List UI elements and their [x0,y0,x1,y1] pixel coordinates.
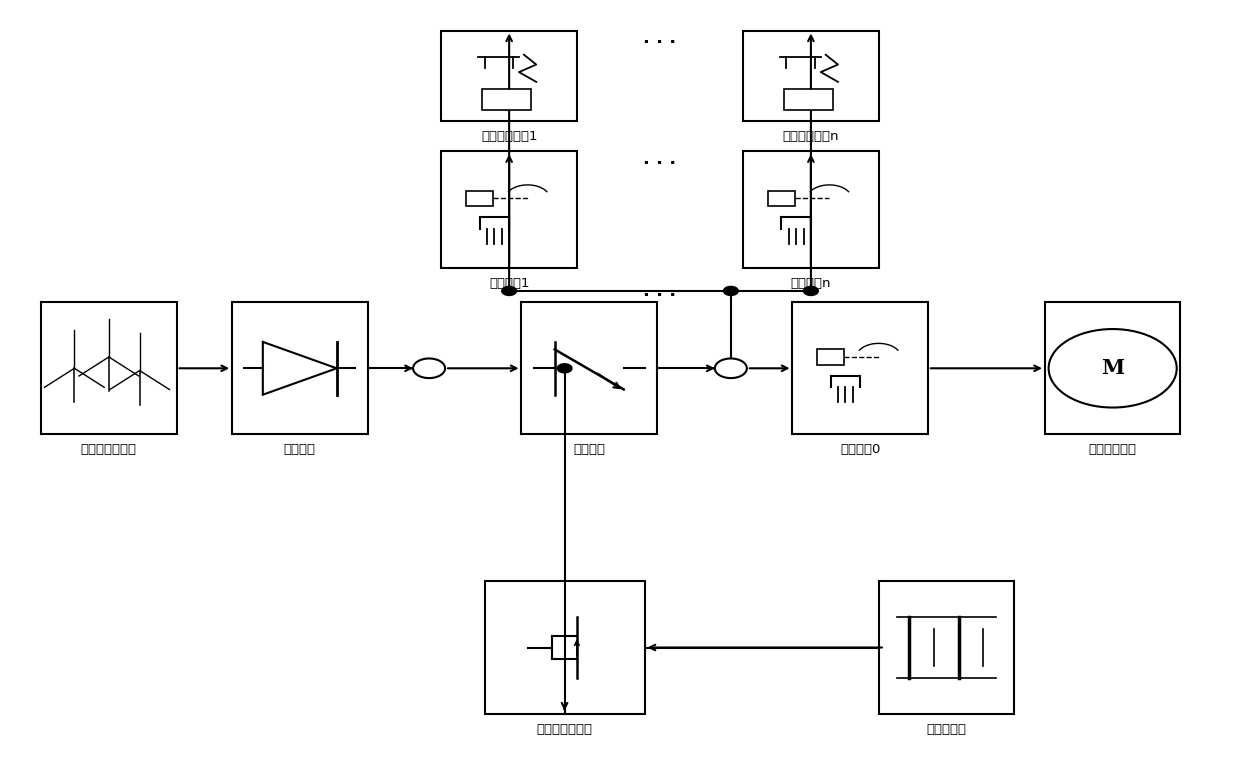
Circle shape [502,286,517,295]
Text: 电控开关0: 电控开关0 [839,443,880,456]
Bar [466,191,494,206]
Text: M: M [1101,359,1125,378]
Bar [792,302,928,434]
Bar [817,349,844,365]
Bar [441,151,577,269]
Text: . . .: . . . [644,29,677,47]
Bar [784,89,833,110]
Text: 蓄电池充放电路: 蓄电池充放电路 [537,723,593,736]
Circle shape [723,286,738,295]
Text: . . .: . . . [644,282,677,300]
Bar [743,151,879,269]
Circle shape [413,359,445,378]
Text: 工频负载接口1: 工频负载接口1 [481,130,537,143]
Bar [1045,302,1180,434]
Circle shape [804,286,818,295]
Bar [485,581,645,713]
Text: 变频负载接口: 变频负载接口 [1089,443,1137,456]
Bar [482,89,531,110]
Circle shape [714,359,746,378]
Text: 电控开关1: 电控开关1 [489,278,529,291]
Circle shape [1049,329,1177,407]
Bar [879,581,1014,713]
Text: 工频负载接口n: 工频负载接口n [782,130,839,143]
Bar [232,302,367,434]
Text: . . .: . . . [644,150,677,168]
Bar [743,31,879,121]
Bar [41,302,176,434]
Bar [441,31,577,121]
Text: 风力发电机接口: 风力发电机接口 [81,443,136,456]
Text: 整流电路: 整流电路 [284,443,316,456]
Text: 蓄电池接口: 蓄电池接口 [926,723,966,736]
Circle shape [557,364,572,373]
Bar [768,191,795,206]
Text: 逆变电路: 逆变电路 [573,443,605,456]
Bar [522,302,657,434]
Text: 电控开关n: 电控开关n [791,278,831,291]
